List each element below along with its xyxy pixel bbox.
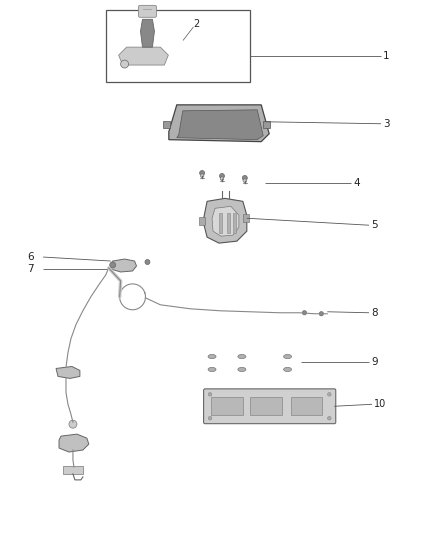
Bar — [227, 213, 230, 233]
Circle shape — [302, 311, 307, 315]
Bar — [106, 10, 250, 82]
Polygon shape — [59, 434, 89, 452]
Polygon shape — [212, 206, 239, 236]
FancyBboxPatch shape — [204, 389, 336, 424]
Text: 10: 10 — [374, 399, 386, 409]
Text: 5: 5 — [371, 220, 378, 230]
Circle shape — [243, 179, 247, 182]
Bar — [163, 121, 170, 128]
Circle shape — [319, 312, 324, 316]
Circle shape — [110, 262, 116, 268]
Polygon shape — [177, 110, 263, 140]
Circle shape — [145, 260, 150, 264]
Polygon shape — [119, 47, 168, 65]
Polygon shape — [111, 259, 137, 272]
Circle shape — [208, 416, 212, 420]
Text: 6: 6 — [28, 252, 34, 262]
Circle shape — [219, 173, 224, 179]
Text: 2: 2 — [193, 19, 199, 29]
Circle shape — [328, 416, 331, 420]
Text: 9: 9 — [371, 357, 378, 367]
Circle shape — [208, 392, 212, 396]
Circle shape — [328, 392, 331, 396]
Ellipse shape — [208, 367, 216, 372]
Ellipse shape — [283, 354, 292, 359]
Circle shape — [200, 171, 205, 175]
Ellipse shape — [283, 367, 292, 372]
Circle shape — [242, 175, 247, 181]
Bar — [250, 397, 282, 415]
Bar — [63, 466, 83, 474]
Bar — [290, 397, 322, 415]
Bar — [199, 217, 205, 225]
Polygon shape — [169, 105, 269, 142]
Ellipse shape — [208, 354, 216, 359]
Circle shape — [69, 420, 77, 428]
Bar — [219, 213, 223, 233]
Ellipse shape — [238, 367, 246, 372]
Text: 8: 8 — [371, 308, 378, 318]
Bar — [211, 397, 243, 415]
Circle shape — [120, 60, 129, 68]
Bar — [263, 121, 270, 128]
Text: 4: 4 — [353, 179, 360, 189]
Bar — [243, 214, 249, 222]
Polygon shape — [141, 19, 155, 47]
Polygon shape — [203, 198, 247, 243]
Circle shape — [220, 177, 224, 181]
Text: 7: 7 — [28, 264, 34, 274]
Circle shape — [200, 174, 204, 177]
FancyBboxPatch shape — [138, 5, 156, 17]
Ellipse shape — [238, 354, 246, 359]
Polygon shape — [56, 367, 80, 378]
Bar — [233, 213, 237, 233]
Text: 1: 1 — [383, 51, 389, 61]
Text: 3: 3 — [383, 119, 389, 129]
